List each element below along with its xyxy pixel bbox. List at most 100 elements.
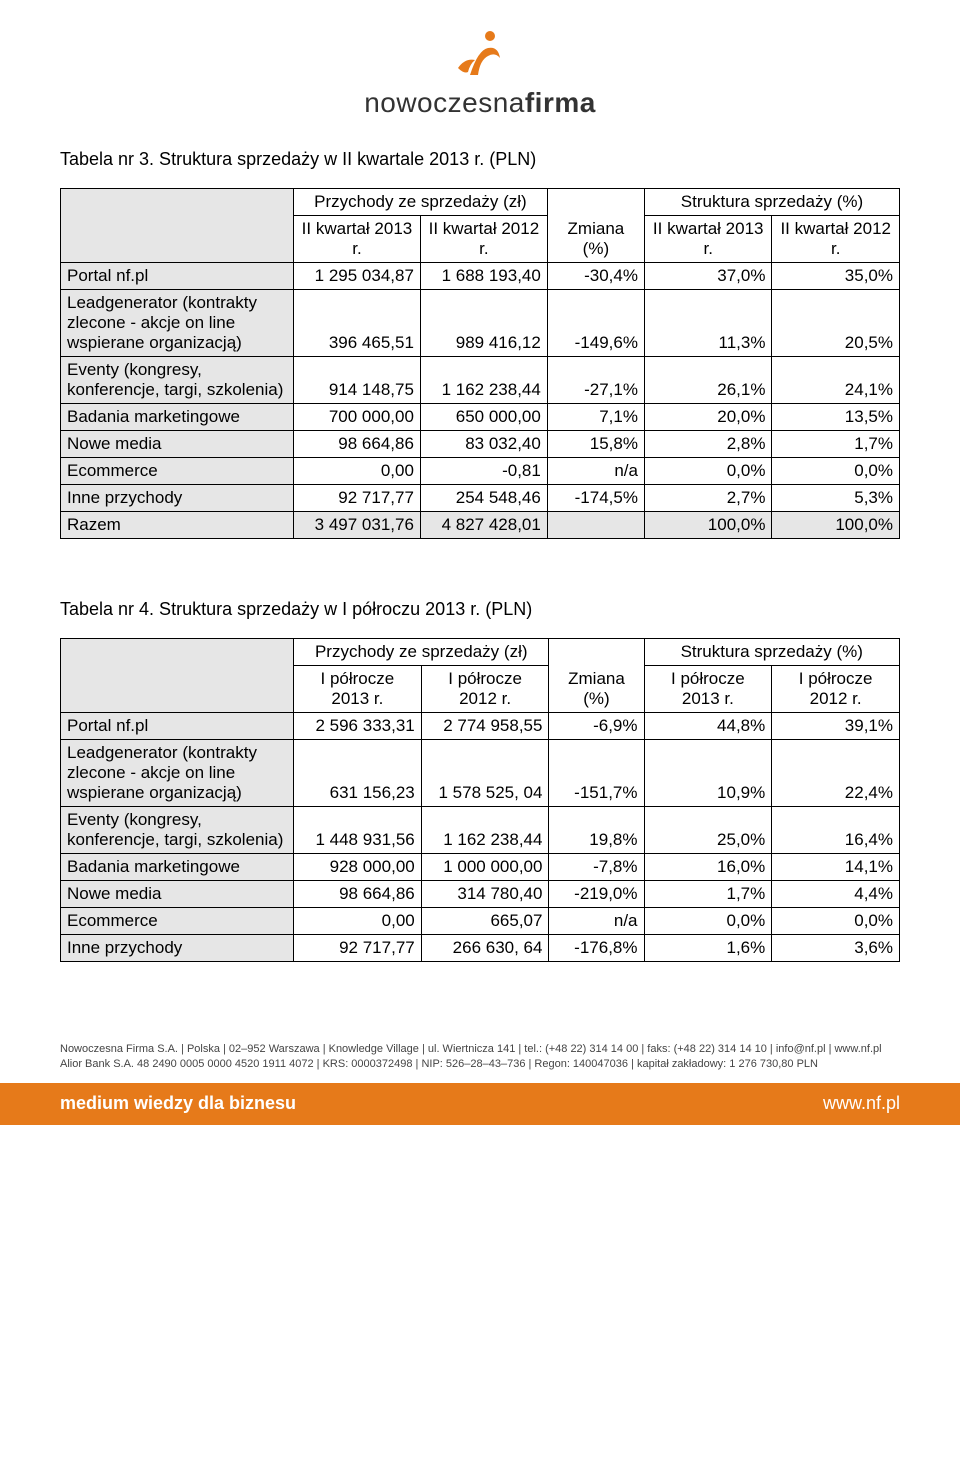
table3-h-group1: Przychody ze sprzedaży (zł) [294,189,548,216]
row-label: Ecommerce [61,908,294,935]
table4-h-group3: Struktura sprzedaży (%) [644,639,900,666]
cell [547,512,644,539]
table4-h-col1: I półrocze 2013 r. [294,666,422,713]
table-row: Inne przychody92 717,77266 630, 64-176,8… [61,935,900,962]
cell: 665,07 [421,908,549,935]
table3: Przychody ze sprzedaży (zł) Zmiana (%) S… [60,188,900,539]
cell: 1 688 193,40 [420,263,547,290]
cell: 100,0% [772,512,900,539]
cell: 4 827 428,01 [420,512,547,539]
footer-slogan: medium wiedzy dla biznesu [60,1093,296,1114]
cell: 24,1% [772,357,900,404]
row-label: Ecommerce [61,458,294,485]
cell: 700 000,00 [294,404,421,431]
cell: 13,5% [772,404,900,431]
cell: 1 162 238,44 [420,357,547,404]
row-label: Portal nf.pl [61,263,294,290]
cell: 0,00 [294,908,422,935]
row-label: Badania marketingowe [61,854,294,881]
cell: -0,81 [420,458,547,485]
cell: 10,9% [644,740,772,807]
cell: 22,4% [772,740,900,807]
cell: -6,9% [549,713,644,740]
cell: 3,6% [772,935,900,962]
row-label: Portal nf.pl [61,713,294,740]
cell: -174,5% [547,485,644,512]
cell: -30,4% [547,263,644,290]
row-label: Inne przychody [61,935,294,962]
table3-h-group3: Struktura sprzedaży (%) [644,189,899,216]
cell: 19,8% [549,807,644,854]
table4-title: Tabela nr 4. Struktura sprzedaży w I pół… [60,599,900,620]
table3-title: Tabela nr 3. Struktura sprzedaży w II kw… [60,149,900,170]
cell: 2 596 333,31 [294,713,422,740]
logo-icon [450,30,510,85]
cell: 2,8% [644,431,772,458]
cell: 0,00 [294,458,421,485]
cell: 39,1% [772,713,900,740]
row-label: Leadgenerator (kontrakty zlecone - akcje… [61,740,294,807]
footer-bar: medium wiedzy dla biznesu www.nf.pl [0,1083,960,1125]
table-row: Portal nf.pl1 295 034,871 688 193,40-30,… [61,263,900,290]
row-label: Eventy (kongresy, konferencje, targi, sz… [61,807,294,854]
cell: 7,1% [547,404,644,431]
cell: 1 578 525, 04 [421,740,549,807]
table-row: Leadgenerator (kontrakty zlecone - akcje… [61,740,900,807]
cell: 1 000 000,00 [421,854,549,881]
table-row: Inne przychody92 717,77254 548,46-174,5%… [61,485,900,512]
cell: -219,0% [549,881,644,908]
cell: 1 162 238,44 [421,807,549,854]
cell: 20,5% [772,290,900,357]
table-row: Nowe media98 664,8683 032,4015,8%2,8%1,7… [61,431,900,458]
table4-h-group1: Przychody ze sprzedaży (zł) [294,639,549,666]
cell: 16,4% [772,807,900,854]
cell: 989 416,12 [420,290,547,357]
row-label: Badania marketingowe [61,404,294,431]
cell: 1,6% [644,935,772,962]
cell: 1 448 931,56 [294,807,422,854]
cell: -151,7% [549,740,644,807]
cell: 0,0% [772,908,900,935]
cell: -176,8% [549,935,644,962]
table3-h-group2: Zmiana (%) [547,189,644,263]
cell: 44,8% [644,713,772,740]
row-label: Nowe media [61,431,294,458]
cell: 4,4% [772,881,900,908]
cell: 35,0% [772,263,900,290]
row-label: Inne przychody [61,485,294,512]
table-row: Leadgenerator (kontrakty zlecone - akcje… [61,290,900,357]
cell: 1,7% [644,881,772,908]
cell: 914 148,75 [294,357,421,404]
cell: 16,0% [644,854,772,881]
cell: 92 717,77 [294,935,422,962]
cell: 98 664,86 [294,881,422,908]
cell: 5,3% [772,485,900,512]
cell: 11,3% [644,290,772,357]
cell: 92 717,77 [294,485,421,512]
cell: 396 465,51 [294,290,421,357]
cell: 100,0% [644,512,772,539]
logo-text: nowoczesnafirma [60,87,900,119]
cell: 14,1% [772,854,900,881]
table3-h-col4: II kwartał 2013 r. [644,216,772,263]
cell: 0,0% [644,458,772,485]
cell: -149,6% [547,290,644,357]
table4-h-col4: I półrocze 2013 r. [644,666,772,713]
cell: n/a [549,908,644,935]
cell: 15,8% [547,431,644,458]
table3-h-col2: II kwartał 2012 r. [420,216,547,263]
cell: 1 295 034,87 [294,263,421,290]
table4: Przychody ze sprzedaży (zł) Zmiana (%) S… [60,638,900,962]
cell: -7,8% [549,854,644,881]
logo-part1: nowoczesna [364,87,525,118]
cell: 37,0% [644,263,772,290]
cell: -27,1% [547,357,644,404]
table4-h-col5: I półrocze 2012 r. [772,666,900,713]
table-row: Ecommerce0,00665,07n/a0,0%0,0% [61,908,900,935]
table-row: Portal nf.pl2 596 333,312 774 958,55-6,9… [61,713,900,740]
table-row: Ecommerce0,00-0,81n/a0,0%0,0% [61,458,900,485]
table3-corner [61,189,294,263]
row-label: Eventy (kongresy, konferencje, targi, sz… [61,357,294,404]
cell: 314 780,40 [421,881,549,908]
footer-line2: Alior Bank S.A. 48 2490 0005 0000 4520 1… [60,1057,900,1072]
